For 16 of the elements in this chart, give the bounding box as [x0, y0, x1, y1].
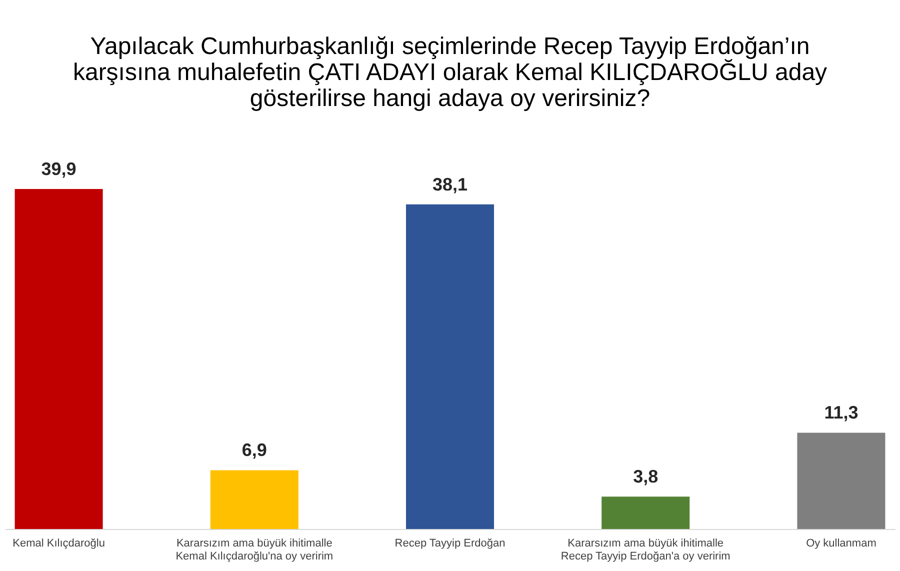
- bar: [602, 496, 690, 529]
- x-tick-label: Kararsızım ama büyük ihitimalle Kemal Kılıçdaroğlu'na oy veririm: [176, 538, 334, 562]
- chart-title: Yapılacak Cumhurbaşkanlığı seçimlerinde Recep Tayyip Erdoğan’ın karşısına muhalefetin ÇATI ADAYI olarak Kemal KILIÇDAROĞLU aday gösterilirse hangi adaya oy verirsiniz?: [72, 33, 828, 112]
- data-label: 11,3: [824, 402, 858, 423]
- x-tick-label: Recep Tayyip Erdoğan: [394, 538, 506, 550]
- x-tick-label: Kararsızım ama büyük ihitimalle Recep Tayyip Erdoğan'a oy veririm: [560, 538, 730, 562]
- x-tick-label: Kemal Kılıçdaroğlu: [12, 538, 105, 550]
- data-label: 39,9: [41, 159, 76, 179]
- bar: [406, 204, 494, 529]
- data-label: 6,9: [242, 440, 267, 460]
- bar: [14, 189, 103, 529]
- data-label: 3,8: [633, 466, 658, 487]
- data-label: 38,1: [432, 174, 468, 194]
- bar: [797, 432, 886, 529]
- bar: [210, 470, 298, 529]
- x-tick-label: Oy kullanmam: [806, 538, 876, 550]
